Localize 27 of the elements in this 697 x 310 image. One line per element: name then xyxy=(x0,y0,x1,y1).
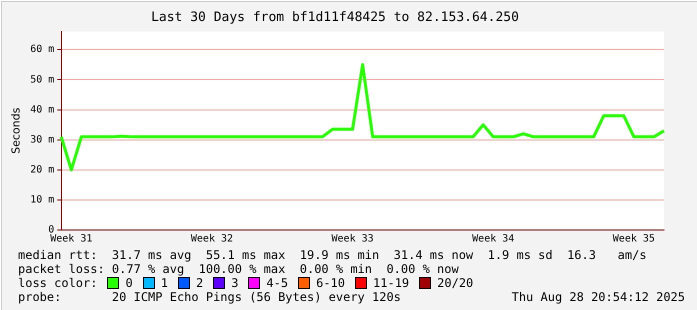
text: Thu Aug 28 20:54:12 2025 xyxy=(512,290,685,304)
x-tick-label: Week 35 xyxy=(612,234,655,245)
y-tick-label: 0 xyxy=(48,224,54,236)
legend-label: 11-19 xyxy=(373,276,410,290)
text: median rtt: 31.7 ms avg 55.1 ms max 19.9 ms min 31.4 ms now 1.9 ms sd 16.3 am/s xyxy=(18,248,648,262)
x-tick-label: Week 31 xyxy=(50,234,92,245)
legend-label: 6-10 xyxy=(316,276,346,290)
y-tick-label: 20 m xyxy=(30,164,54,176)
legend-label: 20/20 xyxy=(437,276,474,290)
y-tick-label: 50 m xyxy=(30,74,54,86)
text: packet loss: 0.77 % avg 100.00 % max 0.00 % min 0.00 % now xyxy=(18,262,460,276)
legend-label: 1 xyxy=(160,276,168,290)
legend-label: 4-5 xyxy=(266,276,288,290)
y-tick-label: 60 m xyxy=(30,44,54,56)
x-tick-label: Week 33 xyxy=(332,234,374,245)
legend-label: 0 xyxy=(125,276,133,290)
y-axis-title: Seconds xyxy=(9,107,22,154)
x-tick-label: Week 34 xyxy=(472,234,514,245)
text: probe: 20 ICMP Echo Pings (56 Bytes) every 120s xyxy=(18,290,401,304)
legend-label: 3 xyxy=(231,276,238,290)
x-tick-label: Week 32 xyxy=(190,234,234,245)
legend-label: 2 xyxy=(196,276,204,290)
y-tick-label: 10 m xyxy=(30,194,54,206)
y-tick-label: 40 m xyxy=(30,104,54,116)
y-tick-label: 30 m xyxy=(30,134,54,146)
chart-title: Last 30 Days from bf1d11f48425 to 82.153.64.250 xyxy=(151,10,519,26)
legend-title: loss color: xyxy=(18,276,98,290)
